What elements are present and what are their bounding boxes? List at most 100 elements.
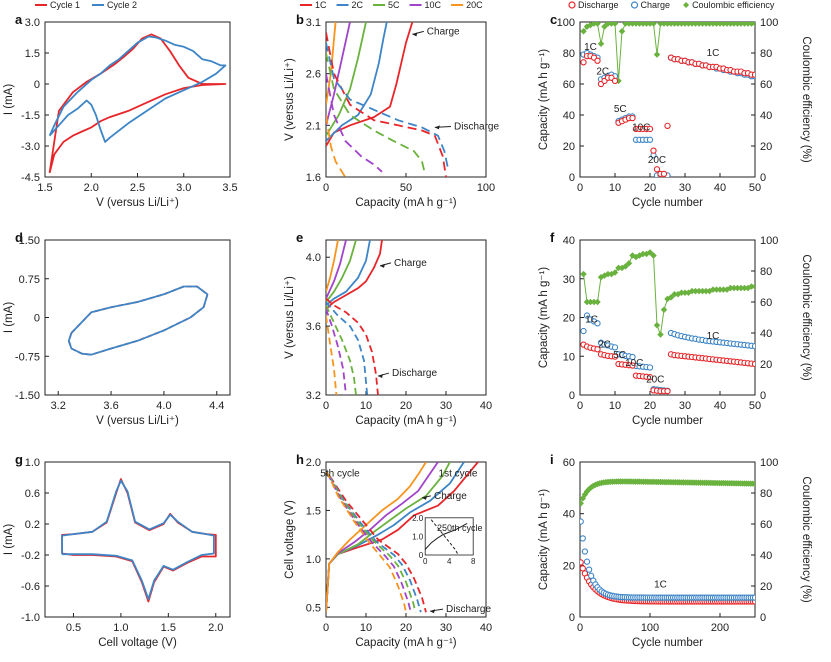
x-tick-label: 30: [440, 400, 452, 412]
y-axis-label: Cell voltage (V): [284, 500, 296, 579]
x-tick-label: 40: [480, 622, 492, 634]
inset-line: [430, 519, 459, 556]
data-point: [580, 535, 586, 542]
y2-tick-label: 80: [760, 48, 772, 60]
x-tick-label: 30: [679, 400, 691, 412]
data-point: [751, 22, 755, 27]
series-line: [67, 285, 209, 356]
x-tick-label: 0.5: [66, 622, 81, 634]
y-tick-label: -1.50: [15, 390, 40, 402]
annotation: 2C: [596, 67, 609, 78]
series-line: [326, 22, 414, 147]
x-tick-label: 0: [577, 182, 583, 194]
data-point: [622, 262, 629, 270]
x-tick-label: 2.5: [130, 182, 145, 194]
x-tick-label: 20: [644, 182, 656, 194]
y-tick-label: 0: [569, 390, 575, 402]
annotation: 1st cycle: [439, 469, 478, 480]
annotation-arrowhead: [430, 609, 435, 614]
series-line: [61, 478, 217, 603]
y-tick-label: 3.6: [306, 321, 321, 333]
data-point: [611, 269, 619, 276]
annotation: 20C: [646, 375, 664, 386]
legend-label: 10C: [425, 0, 442, 10]
panel-label: h: [296, 452, 304, 467]
y-tick-label: -4.5: [21, 172, 40, 184]
legend: Discharge Charge Coulombic efficiency: [568, 0, 775, 10]
panel-g: g 0.5 1.0 1.5 2.0 1.0 0.6 0.2 -0.2 -0.6 -1.0 Cell v…: [3, 452, 231, 649]
y-tick-label: 4.0: [306, 252, 321, 264]
annotation: 5C: [614, 104, 627, 115]
y2-tick-label: 20: [760, 581, 772, 593]
annotation: Discharge: [454, 121, 499, 132]
plot-frame: [579, 239, 756, 396]
x-axis-label: Capacity (mA h g⁻¹): [355, 415, 456, 427]
annotation: Charge: [427, 26, 460, 37]
data-point: [646, 374, 654, 381]
data-point: [580, 565, 586, 572]
y-tick-label: -1.0: [21, 612, 40, 624]
plot-area: [580, 22, 755, 177]
data-point: [597, 40, 605, 48]
legend: 1C 2C 5C 10C 20C: [300, 0, 483, 10]
x-tick-label: 200: [711, 622, 729, 634]
data-point: [629, 362, 636, 369]
panel-b: b 0 50 100 3.1 2.6 2.1 1.6 Capacity (mA h g⁻¹) V …: [284, 0, 499, 209]
panel-d: d 3.2 3.6 4.0 4.4 1.50 0.75 0 -0.75 -1.50 V (versu…: [3, 230, 231, 427]
inset-y-tick-label: 2.0: [412, 514, 424, 523]
y-tick-label: 3.0: [25, 17, 40, 29]
annotation: 1C: [654, 579, 667, 590]
y2-tick-label: 20: [760, 359, 772, 371]
y-tick-label: 2.6: [306, 69, 321, 81]
data-point: [629, 114, 636, 122]
x-tick-label: 100: [641, 622, 659, 634]
y-axis-label: Capacity (mA h g⁻¹): [538, 267, 550, 368]
panel-f: f0 10 20 30 40 50010203040020406080100Coulomb…: [538, 230, 812, 427]
series-line: [326, 462, 427, 613]
data-point: [580, 327, 587, 335]
data-point: [583, 312, 591, 319]
series-line: [326, 240, 339, 292]
y-tick-label: 10: [563, 351, 575, 363]
x-tick-label: 1.0: [113, 622, 128, 634]
legend-label: 5C: [388, 0, 400, 10]
legend-label: Discharge: [578, 0, 619, 10]
plot-frame: [44, 461, 231, 618]
x-axis-label: V (versus Li/Li⁺): [96, 415, 179, 427]
x-axis-label: Cycle number: [632, 637, 703, 649]
data-point: [646, 364, 654, 371]
y-tick-label: 100: [557, 17, 575, 29]
y2-tick-label: 40: [760, 550, 772, 562]
series-line: [326, 22, 351, 126]
x-tick-label: 4.4: [209, 400, 224, 412]
data-point: [594, 298, 601, 306]
x-tick-label: 50: [400, 182, 412, 194]
data-point: [580, 59, 587, 66]
x-tick-label: 3.5: [222, 182, 237, 194]
series-line: [326, 471, 407, 613]
y2-axis-label: Coulombic efficiency (%): [800, 254, 812, 381]
y2-tick-label: 80: [760, 488, 772, 500]
data-point: [618, 27, 626, 35]
series-line: [326, 114, 346, 177]
y2-tick-label: 40: [760, 328, 772, 340]
x-tick-label: 50: [749, 182, 761, 194]
y-tick-label: -3.0: [21, 141, 40, 153]
x-tick-label: 10: [609, 400, 621, 412]
annotation: 10C: [632, 123, 650, 134]
data-point: [583, 558, 591, 565]
legend: Cycle 1 Cycle 2: [35, 0, 137, 10]
data-point: [751, 343, 755, 350]
series-line: [326, 22, 367, 137]
ce-line: [583, 251, 755, 335]
data-point: [660, 170, 668, 177]
data-point: [629, 353, 636, 361]
series-line: [48, 35, 227, 143]
y-tick-label: -0.6: [21, 581, 40, 593]
x-tick-label: 2.0: [208, 622, 223, 634]
series-line: [326, 42, 449, 167]
data-point: [580, 27, 587, 35]
annotation: 5th cycle: [320, 469, 360, 480]
